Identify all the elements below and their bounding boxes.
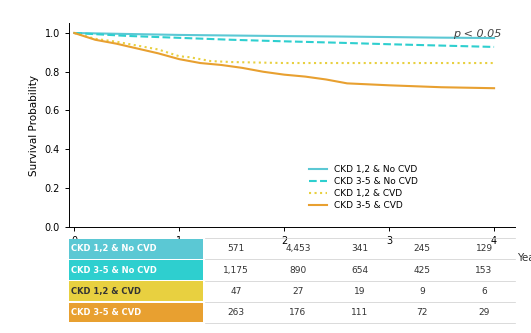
Text: CKD 3-5 & CVD: CKD 3-5 & CVD (71, 308, 141, 317)
Text: CKD 1,2 & CVD: CKD 1,2 & CVD (71, 287, 141, 296)
Text: 72: 72 (416, 308, 428, 317)
Text: CKD 3-5 & No CVD: CKD 3-5 & No CVD (71, 265, 157, 274)
Text: 111: 111 (352, 308, 369, 317)
Text: 571: 571 (227, 244, 245, 253)
Text: Year: Year (517, 253, 531, 263)
Text: 4,453: 4,453 (285, 244, 311, 253)
Text: p < 0.05: p < 0.05 (453, 29, 502, 39)
Text: 47: 47 (230, 287, 242, 296)
Text: 9: 9 (419, 287, 425, 296)
Text: 19: 19 (354, 287, 366, 296)
Text: 263: 263 (227, 308, 245, 317)
Text: CKD 1,2 & No CVD: CKD 1,2 & No CVD (71, 244, 157, 253)
Bar (69, 260, 203, 280)
Text: 654: 654 (352, 265, 369, 274)
Y-axis label: Survival Probability: Survival Probability (29, 75, 39, 175)
Bar (69, 239, 203, 259)
Text: 129: 129 (475, 244, 493, 253)
Text: 153: 153 (475, 265, 493, 274)
Text: 245: 245 (414, 244, 431, 253)
Bar (69, 281, 203, 301)
Text: 890: 890 (289, 265, 307, 274)
Text: 6: 6 (481, 287, 487, 296)
Legend: CKD 1,2 & No CVD, CKD 3-5 & No CVD, CKD 1,2 & CVD, CKD 3-5 & CVD: CKD 1,2 & No CVD, CKD 3-5 & No CVD, CKD … (305, 162, 422, 214)
Text: 176: 176 (289, 308, 307, 317)
Text: 425: 425 (414, 265, 431, 274)
Text: 341: 341 (352, 244, 369, 253)
Text: 29: 29 (478, 308, 490, 317)
Text: 1,175: 1,175 (223, 265, 249, 274)
Bar (69, 303, 203, 322)
Text: 27: 27 (293, 287, 304, 296)
